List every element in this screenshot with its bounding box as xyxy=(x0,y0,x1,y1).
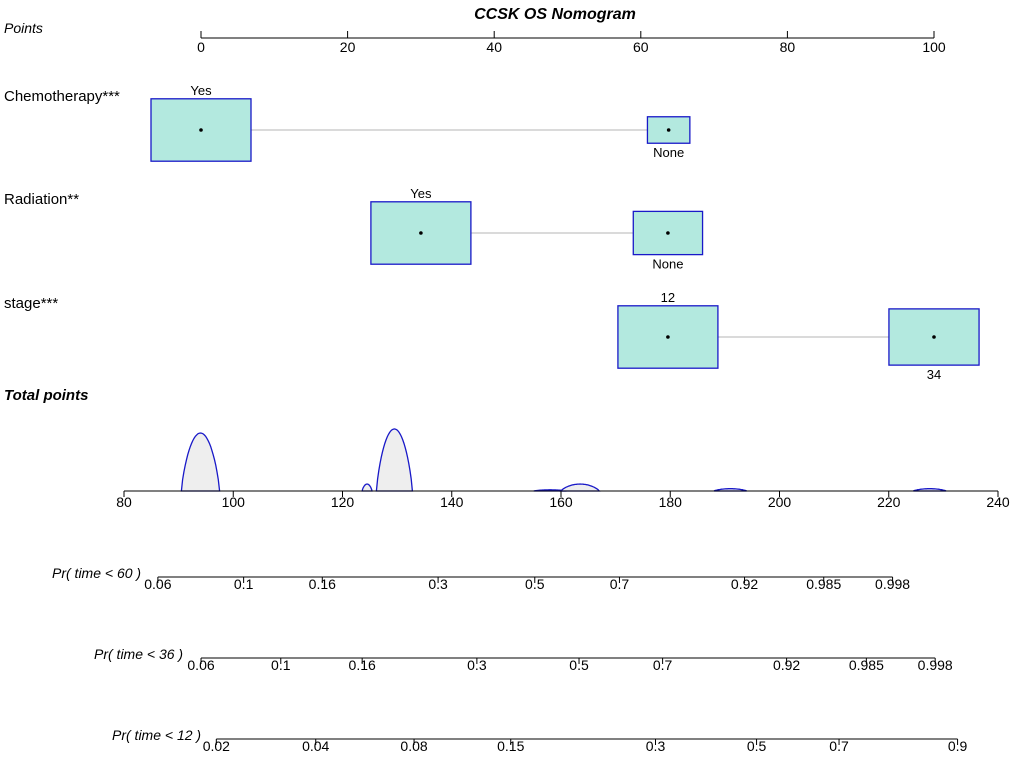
probability-tick-label: 0.5 xyxy=(525,576,545,592)
density-peak xyxy=(559,483,601,492)
total-points-tick-label: 100 xyxy=(222,494,246,510)
probability-tick-label: 0.06 xyxy=(187,657,214,673)
total-points-tick-label: 80 xyxy=(116,494,132,510)
points-tick-label: 0 xyxy=(197,39,205,55)
probability-axis-label: Pr( time < 36 ) xyxy=(94,646,183,662)
probability-tick-label: 0.7 xyxy=(610,576,630,592)
points-tick-label: 20 xyxy=(340,39,356,55)
total-points-tick-label: 160 xyxy=(549,494,573,510)
points-axis: Points 0 20 40 60 80 100 xyxy=(4,20,946,55)
density-peak xyxy=(913,488,947,492)
points-axis-label: Points xyxy=(4,20,43,36)
level-point xyxy=(199,128,203,132)
total-points-tick-label: 240 xyxy=(986,494,1010,510)
level-point xyxy=(932,335,936,339)
points-tick-label: 60 xyxy=(633,39,649,55)
level-point xyxy=(666,128,671,132)
probability-tick-label: 0.08 xyxy=(400,738,427,754)
probability-tick-label: 0.985 xyxy=(849,657,884,673)
total-points-tick-label: 200 xyxy=(768,494,792,510)
probability-tick-label: 0.06 xyxy=(144,576,171,592)
probability-axis-label: Pr( time < 12 ) xyxy=(112,727,201,743)
density-peak xyxy=(180,432,221,492)
probability-tick-label: 0.02 xyxy=(203,738,230,754)
variable-label: stage*** xyxy=(4,295,58,312)
probability-tick-label: 0.3 xyxy=(467,657,487,673)
total-points-tick-label: 120 xyxy=(331,494,355,510)
probability-tick-label: 0.04 xyxy=(302,738,329,754)
points-tick-label: 40 xyxy=(486,39,502,55)
total-points-axis: Total points 80 100 120 140 160 180 200 220 240 xyxy=(4,387,1010,510)
variable-label: Radiation** xyxy=(4,191,79,208)
level-box xyxy=(370,201,472,265)
probability-tick-label: 0.16 xyxy=(309,576,336,592)
density-peak xyxy=(375,428,414,492)
probability-tick-label: 0.998 xyxy=(918,657,953,673)
probability-tick-label: 0.5 xyxy=(747,738,767,754)
probability-tick-label: 0.7 xyxy=(829,738,849,754)
variable-label: Chemotherapy*** xyxy=(4,88,120,105)
probability-tick-label: 0.3 xyxy=(646,738,666,754)
probability-tick-label: 0.15 xyxy=(497,738,524,754)
total-points-label: Total points xyxy=(4,387,88,404)
level-label: Yes xyxy=(410,186,432,201)
total-points-tick-label: 180 xyxy=(659,494,683,510)
level-label: None xyxy=(652,257,683,272)
probability-tick-label: 0.3 xyxy=(428,576,448,592)
probability-axis-label: Pr( time < 60 ) xyxy=(52,565,141,581)
level-point xyxy=(666,335,670,339)
probability-tick-label: 0.92 xyxy=(731,576,758,592)
density-peak xyxy=(713,488,747,492)
level-label: Yes xyxy=(190,83,212,98)
total-points-tick-label: 140 xyxy=(440,494,464,510)
probability-tick-label: 0.7 xyxy=(653,657,673,673)
probability-tick-label: 0.985 xyxy=(806,576,841,592)
points-tick-label: 80 xyxy=(780,39,796,55)
density-peak xyxy=(361,483,373,492)
probability-axes: 0.06 0.1 0.16 0.3 0.5 0.7 0.92 0.985 0.998 Pr( ti… xyxy=(52,565,968,754)
level-label: None xyxy=(653,145,684,160)
chart-title: CCSK OS Nomogram xyxy=(474,6,636,23)
probability-tick-label: 0.5 xyxy=(569,657,589,673)
level-label: 34 xyxy=(927,367,941,382)
probability-tick-label: 0.9 xyxy=(948,738,968,754)
level-label: 12 xyxy=(661,290,675,305)
points-tick-label: 100 xyxy=(922,39,946,55)
level-point xyxy=(666,231,670,235)
probability-tick-label: 0.998 xyxy=(875,576,910,592)
probability-tick-label: 0.16 xyxy=(349,657,376,673)
probability-tick-label: 0.92 xyxy=(773,657,800,673)
level-point xyxy=(419,231,423,235)
probability-tick-label: 0.1 xyxy=(234,576,254,592)
total-points-tick-label: 220 xyxy=(877,494,901,510)
variable-rows: Chemotherapy*** Yes None Radiation** Yes None… xyxy=(4,83,980,382)
probability-tick-label: 0.1 xyxy=(271,657,291,673)
